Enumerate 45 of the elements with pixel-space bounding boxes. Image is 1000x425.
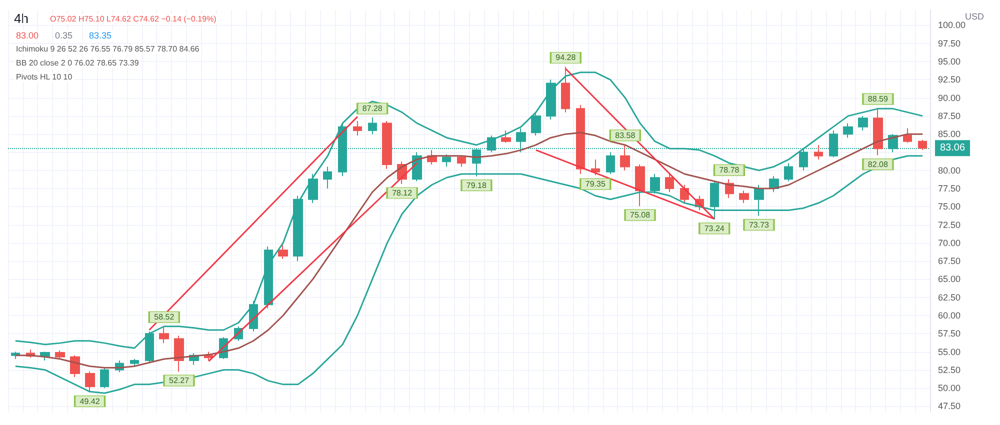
annotation: Pivots HL 10 10 <box>16 72 73 82</box>
y-tick-label: 70.00 <box>938 238 961 248</box>
y-tick-label: 67.50 <box>938 256 961 266</box>
annotation: 73.24 <box>704 224 725 233</box>
y-tick-label: 100.00 <box>938 20 966 30</box>
annotation: 75.08 <box>630 210 651 220</box>
y-tick-label: 62.50 <box>938 292 961 302</box>
annotation: 83.35 <box>89 30 112 40</box>
y-tick-label: 52.50 <box>938 364 961 375</box>
annotation: 87.28 <box>362 104 383 114</box>
y-tick-label: 60.00 <box>938 310 961 320</box>
annotation: 88.59 <box>868 94 889 104</box>
y-tick-label: 57.50 <box>938 328 961 339</box>
annotation: Ichimoku 9 26 52 26 76.55 76.79 85.57 78.70 84.66 <box>16 44 200 54</box>
annotation: 73.73 <box>748 220 770 230</box>
annotation: 79.18 <box>466 180 487 190</box>
annotation: 78.12 <box>392 188 413 198</box>
annotation: 58.52 <box>154 312 175 322</box>
annotation: 94.28 <box>556 53 576 62</box>
ref-line-label: 83.06 <box>940 142 966 154</box>
y-tick-label: 97.50 <box>938 38 961 48</box>
y-tick-label: 72.50 <box>938 220 961 230</box>
annotation: 82.08 <box>868 160 889 169</box>
annotation: 52.27 <box>169 376 190 386</box>
y-tick-label: 80.00 <box>938 165 961 176</box>
annotation: BB 20 close 2 0 76.02 78.65 73.39 <box>16 58 140 68</box>
y-tick-label: 55.00 <box>938 346 961 357</box>
y-tick-label: 92.50 <box>938 74 961 85</box>
y-tick-label: 90.00 <box>938 92 961 103</box>
annotation: 83.58 <box>615 130 636 140</box>
annotation: 79.35 <box>585 180 606 189</box>
annotation: 0.35 <box>55 30 73 40</box>
text: USD <box>965 12 984 22</box>
y-tick-label: 95.00 <box>938 56 961 67</box>
annotation: 78.78 <box>719 166 740 175</box>
annotation: O75.02 H75.10 L74.62 C74.62 −0.14 (−0.19%) <box>50 14 217 24</box>
y-tick-label: 50.00 <box>938 383 961 394</box>
y-tick-label: 87.50 <box>938 110 961 121</box>
annotation: 49.42 <box>80 396 100 406</box>
y-tick-label: 75.00 <box>938 202 961 212</box>
y-tick-label: 65.00 <box>938 274 961 284</box>
annotation: 83.00 <box>16 30 39 40</box>
y-tick-label: 77.50 <box>938 184 961 194</box>
y-tick-label: 47.50 <box>938 401 961 412</box>
y-tick-label: 85.00 <box>938 129 961 140</box>
